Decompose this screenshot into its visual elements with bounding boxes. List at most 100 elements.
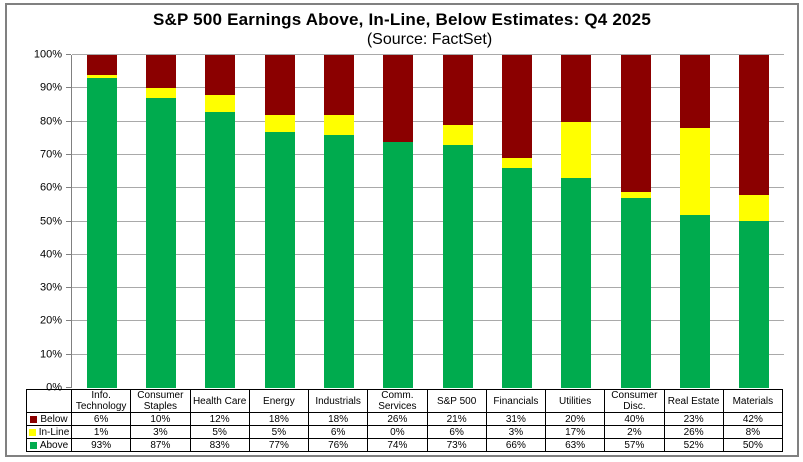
value-cell: 50% <box>722 438 784 452</box>
y-axis-tick-label: 0% <box>46 381 62 394</box>
gridline <box>72 220 784 222</box>
bar-slot <box>428 55 487 388</box>
y-axis-tick <box>66 287 71 289</box>
y-axis-tick <box>66 120 71 122</box>
segment-inline <box>739 194 770 222</box>
gridline <box>72 187 784 189</box>
segment-above <box>442 144 473 388</box>
segment-inline <box>620 191 651 199</box>
value-cell: 12% <box>189 412 250 426</box>
value-cell: 66% <box>485 438 547 452</box>
stacked-bar <box>501 55 532 388</box>
bar-slot <box>131 55 190 388</box>
segment-inline <box>323 114 354 135</box>
segment-below <box>323 55 354 115</box>
segment-above <box>501 168 532 388</box>
legend-cell: Below <box>26 412 72 426</box>
value-cell: 87% <box>130 438 191 452</box>
value-cell: 21% <box>426 412 487 426</box>
value-cell: 26% <box>663 425 724 439</box>
legend-cell: Above <box>26 438 72 452</box>
segment-inline <box>264 114 295 132</box>
stacked-bar <box>383 55 414 388</box>
segment-above <box>86 78 117 388</box>
bar-slot <box>606 55 665 388</box>
legend-cell: In-Line <box>26 425 72 439</box>
segment-above <box>145 98 176 388</box>
category-header-cell: Comm. Services <box>367 389 428 413</box>
stacked-bar <box>205 55 236 388</box>
value-cell: 18% <box>248 412 310 426</box>
value-cell: 23% <box>663 412 724 426</box>
bar-slot <box>725 55 784 388</box>
y-axis-tick-label: 10% <box>39 348 62 361</box>
category-header-cell: Financials <box>485 389 547 413</box>
y-axis-tick-label: 100% <box>33 48 62 61</box>
y-axis-tick-label: 40% <box>39 248 62 261</box>
category-header-cell: S&P 500 <box>426 389 487 413</box>
y-axis-tick <box>66 54 71 55</box>
bars-row <box>72 55 784 388</box>
segment-above <box>739 221 770 388</box>
below-color-swatch <box>30 415 38 423</box>
stacked-bar <box>561 55 592 388</box>
segment-above <box>323 134 354 388</box>
y-axis-tick <box>66 153 71 155</box>
value-cell: 31% <box>485 412 547 426</box>
category-header-cell: Consumer Disc. <box>604 389 665 413</box>
above-color-swatch <box>29 441 37 449</box>
segment-below <box>501 55 532 159</box>
segment-below <box>679 55 710 129</box>
bar-slot <box>369 55 428 388</box>
category-header-cell: Utilities <box>544 389 606 413</box>
value-cell: 83% <box>189 438 250 452</box>
segment-inline <box>442 124 473 145</box>
bar-slot <box>547 55 606 388</box>
value-cell: 76% <box>307 438 369 452</box>
segment-inline <box>679 128 710 215</box>
stacked-bar <box>323 55 354 388</box>
value-cell: 0% <box>367 425 428 439</box>
y-axis-tick-label: 30% <box>39 281 62 294</box>
series-row-in-line: In-Line 1% 3% 5% 5% 6% 0% 6% 3% 17% 2% 26% 8% <box>26 425 784 439</box>
category-header-cell: Industrials <box>307 389 369 413</box>
y-axis-labels: 0% 10% 20% 30% 40% 50% 60% 70% 80% 90% 100% <box>7 49 64 393</box>
segment-above <box>679 214 710 388</box>
value-cell: 26% <box>367 412 428 426</box>
segment-inline <box>561 121 592 179</box>
y-axis-tick <box>66 387 71 388</box>
category-header-cell: Consumer Staples <box>130 389 191 413</box>
value-cell: 6% <box>426 425 487 439</box>
segment-below <box>205 55 236 95</box>
value-cell: 42% <box>722 412 784 426</box>
y-axis-tick-label: 70% <box>39 148 62 161</box>
stacked-bar <box>264 55 295 388</box>
gridline <box>72 54 784 55</box>
value-cell: 3% <box>130 425 191 439</box>
y-axis-tick <box>66 353 71 355</box>
series-row-above: Above 93% 87% 83% 77% 76% 74% 73% 66% 63% 57% 52% 50… <box>26 438 784 452</box>
segment-above <box>205 111 236 388</box>
category-header-cell: Real Estate <box>663 389 724 413</box>
stacked-bar <box>442 55 473 388</box>
y-axis-tick-label: 60% <box>39 181 62 194</box>
segment-below <box>442 55 473 125</box>
bar-slot <box>309 55 368 388</box>
segment-inline <box>205 94 236 112</box>
segment-below <box>383 55 414 142</box>
y-axis-tick-label: 50% <box>39 215 62 227</box>
segment-inline <box>145 88 176 99</box>
category-header-cell: Energy <box>248 389 310 413</box>
segment-above <box>383 141 414 388</box>
series-row-below: Below 6% 10% 12% 18% 18% 26% 21% 31% 20% 40% 23% 42% <box>26 412 784 426</box>
category-header-cell: Info. Technology <box>70 389 132 413</box>
stacked-bar <box>739 55 770 388</box>
value-cell: 73% <box>426 438 487 452</box>
chart-title: S&P 500 Earnings Above, In-Line, Below E… <box>153 10 651 29</box>
value-cell: 8% <box>722 425 784 439</box>
table-body: Info. Technology Consumer Staples Health C… <box>26 389 784 452</box>
stacked-bar <box>145 55 176 388</box>
segment-below <box>739 55 770 195</box>
bar-slot <box>72 55 131 388</box>
category-header-cell: Materials <box>722 389 784 413</box>
